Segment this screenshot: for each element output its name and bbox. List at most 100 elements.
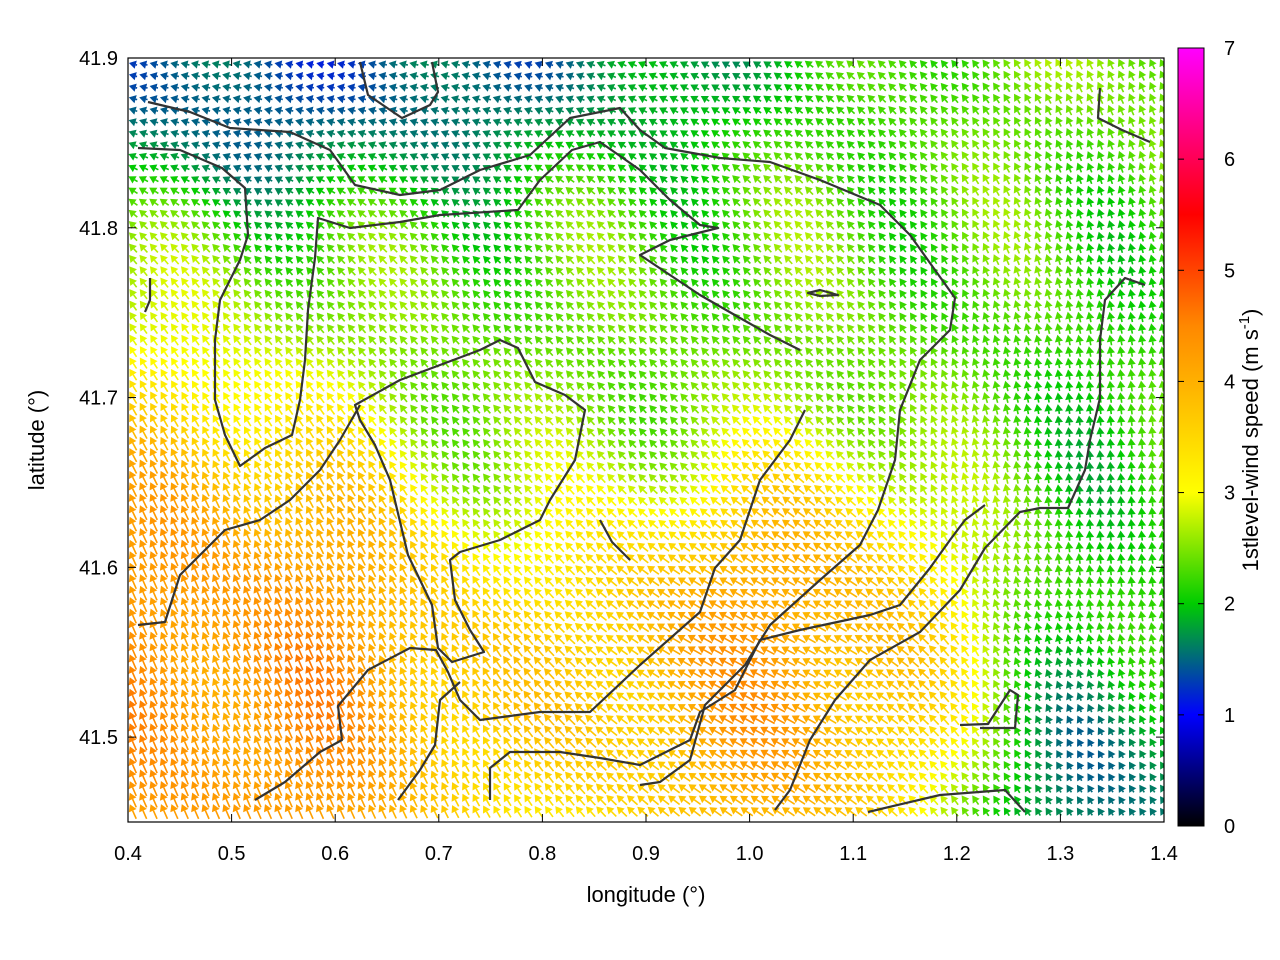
wind-vector [409, 176, 419, 184]
wind-vector [846, 129, 856, 138]
wind-vector [992, 334, 1001, 346]
wind-vector [1127, 461, 1136, 472]
wind-vector [149, 448, 159, 463]
wind-vector [951, 323, 960, 334]
wind-vector [773, 186, 783, 196]
wind-vector [742, 129, 752, 138]
wind-vector [574, 622, 587, 633]
wind-vector [1024, 196, 1032, 208]
wind-vector [638, 301, 648, 311]
wind-vector [690, 370, 700, 380]
wind-vector [212, 199, 221, 207]
wind-vector [720, 462, 732, 472]
wind-vector [482, 312, 491, 322]
wind-vector [1065, 174, 1074, 185]
wind-vector [482, 141, 492, 150]
wind-vector [783, 404, 793, 414]
wind-vector [514, 232, 523, 241]
wind-vector [708, 623, 723, 633]
wind-vector [730, 485, 743, 495]
wind-vector [1117, 403, 1126, 415]
wind-vector [326, 198, 336, 207]
wind-vector [1117, 162, 1126, 173]
wind-vector [201, 176, 211, 184]
wind-vector [586, 289, 596, 299]
wind-vector [191, 311, 200, 323]
wind-vector [657, 565, 670, 575]
wind-vector [555, 461, 565, 472]
wind-vector [773, 347, 783, 357]
wind-vector [878, 221, 887, 230]
wind-vector [555, 232, 565, 242]
wind-vector [732, 84, 741, 92]
wind-vector [315, 176, 325, 184]
wind-vector [586, 130, 596, 138]
wind-vector [316, 471, 325, 485]
wind-vector [264, 392, 273, 404]
wind-vector [972, 254, 980, 265]
wind-vector [804, 129, 814, 138]
wind-vector [472, 176, 481, 184]
wind-vector [264, 199, 273, 207]
wind-vector [1013, 564, 1022, 576]
wind-vector [534, 60, 543, 69]
wind-vector [867, 255, 876, 265]
wind-vector [513, 621, 523, 634]
wind-vector [180, 176, 190, 184]
wind-vector [1065, 128, 1074, 139]
wind-vector [1013, 392, 1022, 403]
wind-vector [1106, 450, 1115, 461]
wind-vector [596, 473, 606, 484]
wind-vector [1034, 622, 1043, 633]
wind-vector [1045, 128, 1053, 139]
wind-vector [909, 519, 918, 530]
wind-vector [565, 141, 575, 150]
wind-vector [431, 507, 439, 519]
wind-vector [295, 199, 304, 207]
wind-vector [607, 186, 617, 195]
wind-vector [201, 83, 211, 92]
wind-vector [982, 369, 991, 380]
wind-vector [982, 610, 991, 622]
wind-vector [295, 255, 304, 264]
wind-vector [284, 106, 294, 115]
wind-vector [993, 139, 1001, 150]
wind-vector [887, 553, 898, 564]
wind-vector [399, 221, 409, 230]
wind-vector [711, 381, 721, 391]
wind-vector [732, 255, 741, 264]
wind-vector [680, 164, 689, 173]
wind-vector [886, 611, 899, 622]
wind-vector [1117, 553, 1126, 564]
wind-vector [180, 608, 189, 624]
wind-vector [865, 565, 878, 576]
wind-vector [462, 496, 470, 507]
wind-vector [462, 473, 470, 483]
wind-vector [388, 255, 398, 265]
wind-vector [878, 140, 887, 149]
wind-vector [544, 95, 554, 104]
wind-vector [1137, 564, 1147, 576]
wind-vector [794, 95, 804, 103]
wind-vector [1159, 162, 1164, 174]
wind-vector [410, 450, 419, 461]
wind-vector [596, 130, 606, 138]
wind-vector [1013, 265, 1022, 277]
wind-vector [264, 278, 273, 288]
wind-vector [802, 565, 816, 575]
wind-vector [638, 324, 648, 334]
wind-vector [150, 277, 159, 288]
wind-vector [961, 128, 970, 139]
wind-vector [658, 519, 670, 529]
wind-vector [1148, 541, 1157, 553]
wind-vector [544, 187, 554, 195]
wind-vector [1075, 357, 1084, 369]
wind-vector [545, 244, 554, 253]
wind-vector [513, 542, 523, 553]
wind-vector [1117, 185, 1126, 196]
wind-vector [1013, 449, 1022, 461]
wind-vector [544, 553, 555, 564]
wind-vector [170, 551, 179, 567]
wind-vector [284, 152, 294, 161]
wind-vector [805, 381, 814, 391]
